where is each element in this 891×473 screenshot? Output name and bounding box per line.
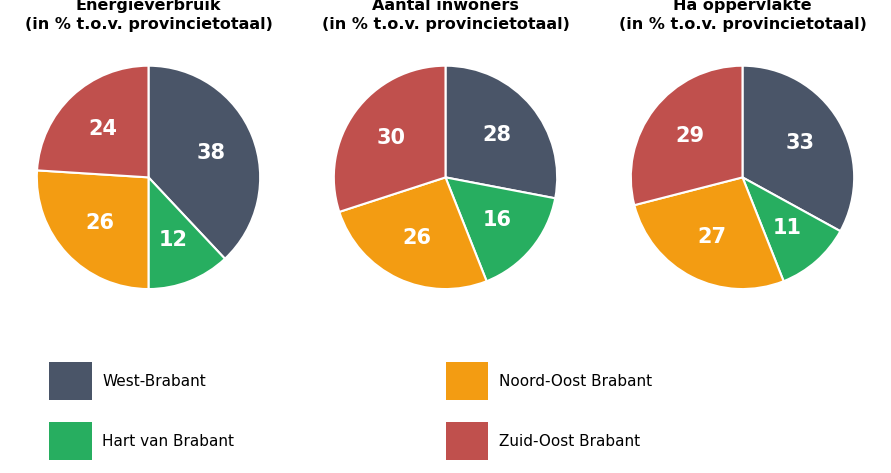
- Wedge shape: [37, 170, 149, 289]
- Wedge shape: [634, 177, 783, 289]
- Wedge shape: [149, 66, 260, 259]
- Title: Energieverbruik
(in % t.o.v. provincietotaal): Energieverbruik (in % t.o.v. provincieto…: [25, 0, 273, 33]
- Wedge shape: [631, 66, 742, 205]
- Text: 24: 24: [88, 119, 117, 139]
- Wedge shape: [446, 66, 557, 198]
- Title: Aantal inwoners
(in % t.o.v. provincietotaal): Aantal inwoners (in % t.o.v. provincieto…: [322, 0, 569, 33]
- Wedge shape: [37, 66, 149, 177]
- Text: 33: 33: [786, 133, 814, 153]
- Text: 26: 26: [86, 213, 114, 233]
- Text: 29: 29: [675, 126, 704, 146]
- Text: 28: 28: [483, 125, 511, 145]
- Bar: [49, 362, 92, 400]
- Text: 11: 11: [772, 218, 801, 237]
- Text: 38: 38: [196, 143, 225, 163]
- Text: Zuid-Oost Brabant: Zuid-Oost Brabant: [499, 434, 640, 448]
- Wedge shape: [149, 177, 225, 289]
- Text: 12: 12: [159, 230, 188, 250]
- Text: 16: 16: [483, 210, 511, 230]
- Text: 27: 27: [698, 227, 726, 247]
- Text: West-Brabant: West-Brabant: [102, 374, 206, 388]
- Title: Ha oppervlakte
(in % t.o.v. provincietotaal): Ha oppervlakte (in % t.o.v. provincietot…: [618, 0, 866, 33]
- Wedge shape: [742, 177, 840, 281]
- Bar: [446, 362, 488, 400]
- Wedge shape: [334, 66, 446, 212]
- Text: Noord-Oost Brabant: Noord-Oost Brabant: [499, 374, 652, 388]
- Text: Hart van Brabant: Hart van Brabant: [102, 434, 234, 448]
- Text: 26: 26: [403, 228, 431, 248]
- Bar: [446, 422, 488, 460]
- Wedge shape: [446, 177, 555, 281]
- Wedge shape: [742, 66, 854, 231]
- Bar: [49, 422, 92, 460]
- Text: 30: 30: [377, 128, 405, 148]
- Wedge shape: [339, 177, 486, 289]
